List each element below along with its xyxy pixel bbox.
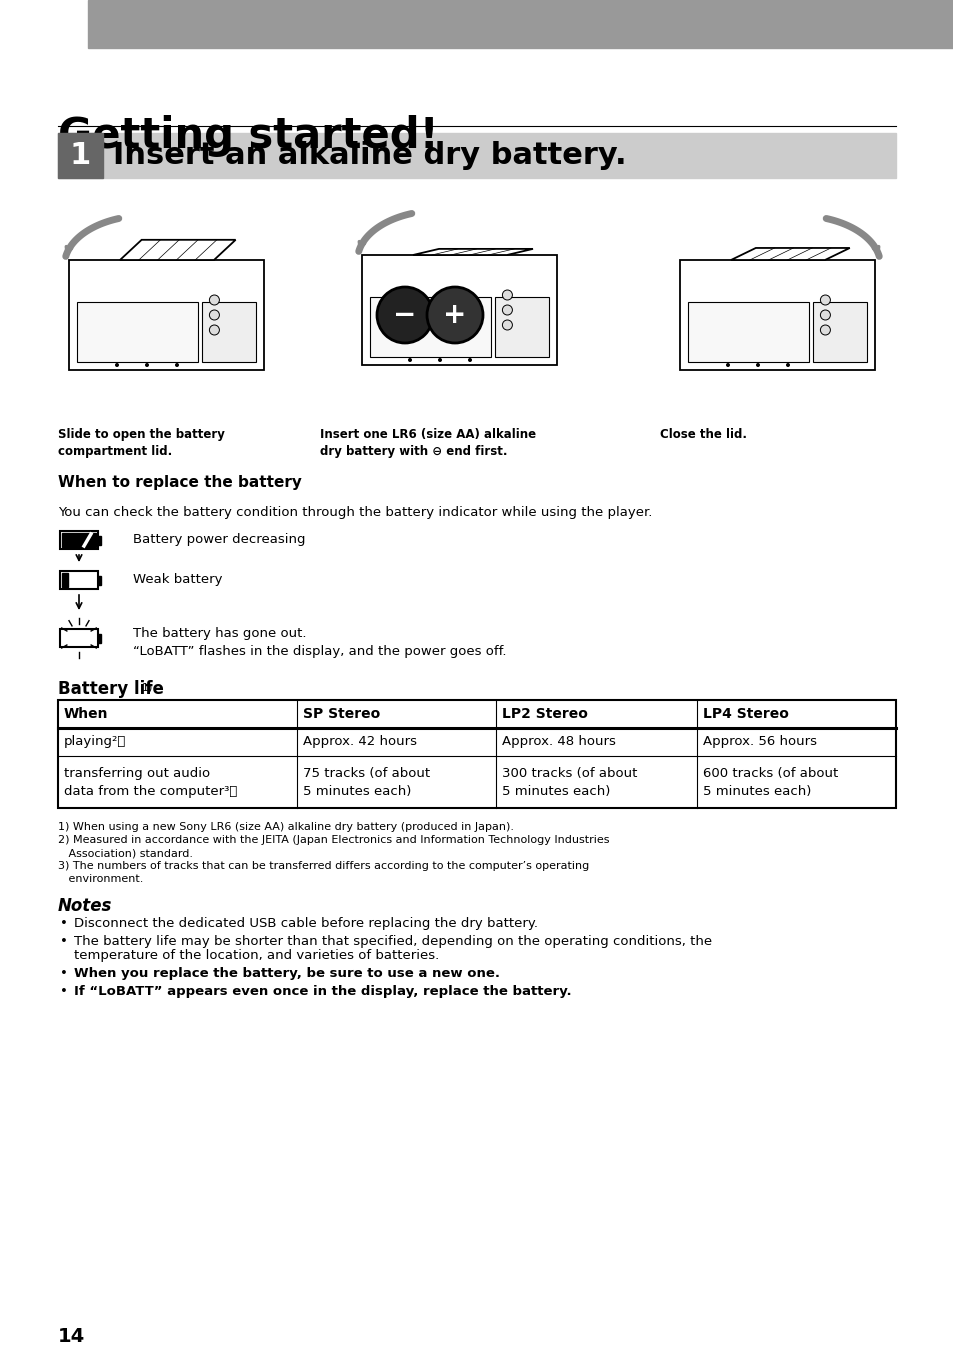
Text: Getting started!: Getting started!	[58, 115, 438, 157]
Bar	[58, 700, 895, 807]
Circle shape	[468, 358, 472, 362]
Bar	[495, 296, 549, 357]
Bar	[58, 133, 103, 178]
Circle shape	[209, 294, 219, 305]
Text: •: •	[60, 917, 68, 930]
Text: 5 minutes each): 5 minutes each)	[501, 784, 610, 798]
Text: Battery life: Battery life	[58, 680, 164, 697]
Text: Close the lid.: Close the lid.	[659, 427, 746, 441]
Text: 2) Measured in accordance with the JEITA (Japan Electronics and Information Tech: 2) Measured in accordance with the JEITA…	[58, 835, 609, 845]
Text: Approx. 42 hours: Approx. 42 hours	[302, 735, 416, 749]
Circle shape	[427, 286, 482, 343]
Text: The battery has gone out.: The battery has gone out.	[132, 627, 306, 639]
Polygon shape	[413, 248, 533, 255]
Bar	[362, 255, 557, 365]
Text: Insert an alkaline dry battery.: Insert an alkaline dry battery.	[112, 141, 626, 170]
Text: •: •	[60, 985, 68, 997]
Text: 75 tracks (of about: 75 tracks (of about	[302, 767, 430, 779]
Bar	[202, 301, 256, 362]
Text: •: •	[60, 935, 68, 949]
Circle shape	[820, 294, 829, 305]
Circle shape	[755, 364, 760, 366]
Bar	[58, 133, 895, 178]
Text: SP Stereo: SP Stereo	[302, 707, 379, 721]
Text: Approx. 56 hours: Approx. 56 hours	[701, 735, 816, 749]
Polygon shape	[120, 240, 235, 261]
Circle shape	[145, 364, 149, 366]
Bar	[60, 630, 98, 647]
Circle shape	[725, 364, 729, 366]
Text: 5 minutes each): 5 minutes each)	[302, 784, 411, 798]
Text: Disconnect the dedicated USB cable before replacing the dry battery.: Disconnect the dedicated USB cable befor…	[74, 917, 537, 930]
Text: environment.: environment.	[58, 874, 143, 883]
Bar	[98, 634, 101, 642]
Text: 1: 1	[70, 141, 91, 170]
Text: +: +	[443, 301, 466, 328]
Bar	[98, 575, 101, 585]
Circle shape	[437, 358, 441, 362]
Bar	[813, 301, 866, 362]
Circle shape	[502, 305, 512, 315]
Text: •: •	[60, 968, 68, 980]
Bar	[370, 296, 491, 357]
Circle shape	[174, 364, 179, 366]
Text: Insert one LR6 (size AA) alkaline
dry battery with ⊖ end first.: Insert one LR6 (size AA) alkaline dry ba…	[319, 427, 536, 457]
Text: Notes: Notes	[58, 897, 112, 915]
Circle shape	[209, 324, 219, 335]
Bar	[77, 301, 198, 362]
Text: 600 tracks (of about: 600 tracks (of about	[701, 767, 837, 779]
Bar	[688, 301, 808, 362]
Text: −: −	[393, 301, 416, 328]
Text: Weak battery: Weak battery	[132, 574, 222, 586]
Text: 300 tracks (of about: 300 tracks (of about	[501, 767, 637, 779]
Bar	[70, 261, 264, 370]
Text: The battery life may be shorter than that specified, depending on the operating : The battery life may be shorter than tha…	[74, 935, 711, 949]
Text: 1): 1)	[142, 683, 153, 692]
Text: 14: 14	[58, 1327, 85, 1346]
Circle shape	[820, 309, 829, 320]
Bar	[62, 573, 68, 588]
Text: When: When	[64, 707, 109, 721]
Text: You can check the battery condition through the battery indicator while using th: You can check the battery condition thro…	[58, 506, 652, 518]
Bar	[88, 0, 953, 47]
Text: When to replace the battery: When to replace the battery	[58, 475, 301, 490]
Text: 1) When using a new Sony LR6 (size AA) alkaline dry battery (produced in Japan).: 1) When using a new Sony LR6 (size AA) a…	[58, 822, 514, 832]
Text: If “LoBATT” appears even once in the display, replace the battery.: If “LoBATT” appears even once in the dis…	[74, 985, 571, 997]
Text: LP4 Stereo: LP4 Stereo	[701, 707, 787, 721]
Text: When you replace the battery, be sure to use a new one.: When you replace the battery, be sure to…	[74, 968, 499, 980]
Text: Slide to open the battery
compartment lid.: Slide to open the battery compartment li…	[58, 427, 225, 457]
Text: Approx. 48 hours: Approx. 48 hours	[501, 735, 616, 749]
Bar	[679, 261, 875, 370]
Text: data from the computer³⧉: data from the computer³⧉	[64, 784, 237, 798]
Text: Association) standard.: Association) standard.	[58, 848, 193, 858]
Circle shape	[785, 364, 789, 366]
Text: 5 minutes each): 5 minutes each)	[701, 784, 810, 798]
Circle shape	[502, 320, 512, 330]
Text: 3) The numbers of tracks that can be transferred differs according to the comput: 3) The numbers of tracks that can be tra…	[58, 860, 589, 871]
Text: temperature of the location, and varieties of batteries.: temperature of the location, and varieti…	[74, 949, 438, 962]
Text: transferring out audio: transferring out audio	[64, 767, 210, 779]
Bar	[98, 536, 101, 544]
Circle shape	[820, 324, 829, 335]
Text: playing²⧉: playing²⧉	[64, 735, 126, 749]
Circle shape	[502, 290, 512, 300]
Circle shape	[408, 358, 412, 362]
Bar	[62, 533, 96, 547]
Circle shape	[115, 364, 119, 366]
Text: Battery power decreasing: Battery power decreasing	[132, 533, 305, 547]
Circle shape	[376, 286, 433, 343]
Circle shape	[209, 309, 219, 320]
Bar	[60, 531, 98, 550]
Text: LP2 Stereo: LP2 Stereo	[501, 707, 588, 721]
Bar	[60, 571, 98, 589]
Polygon shape	[730, 248, 849, 261]
Text: “LoBATT” flashes in the display, and the power goes off.: “LoBATT” flashes in the display, and the…	[132, 645, 506, 658]
